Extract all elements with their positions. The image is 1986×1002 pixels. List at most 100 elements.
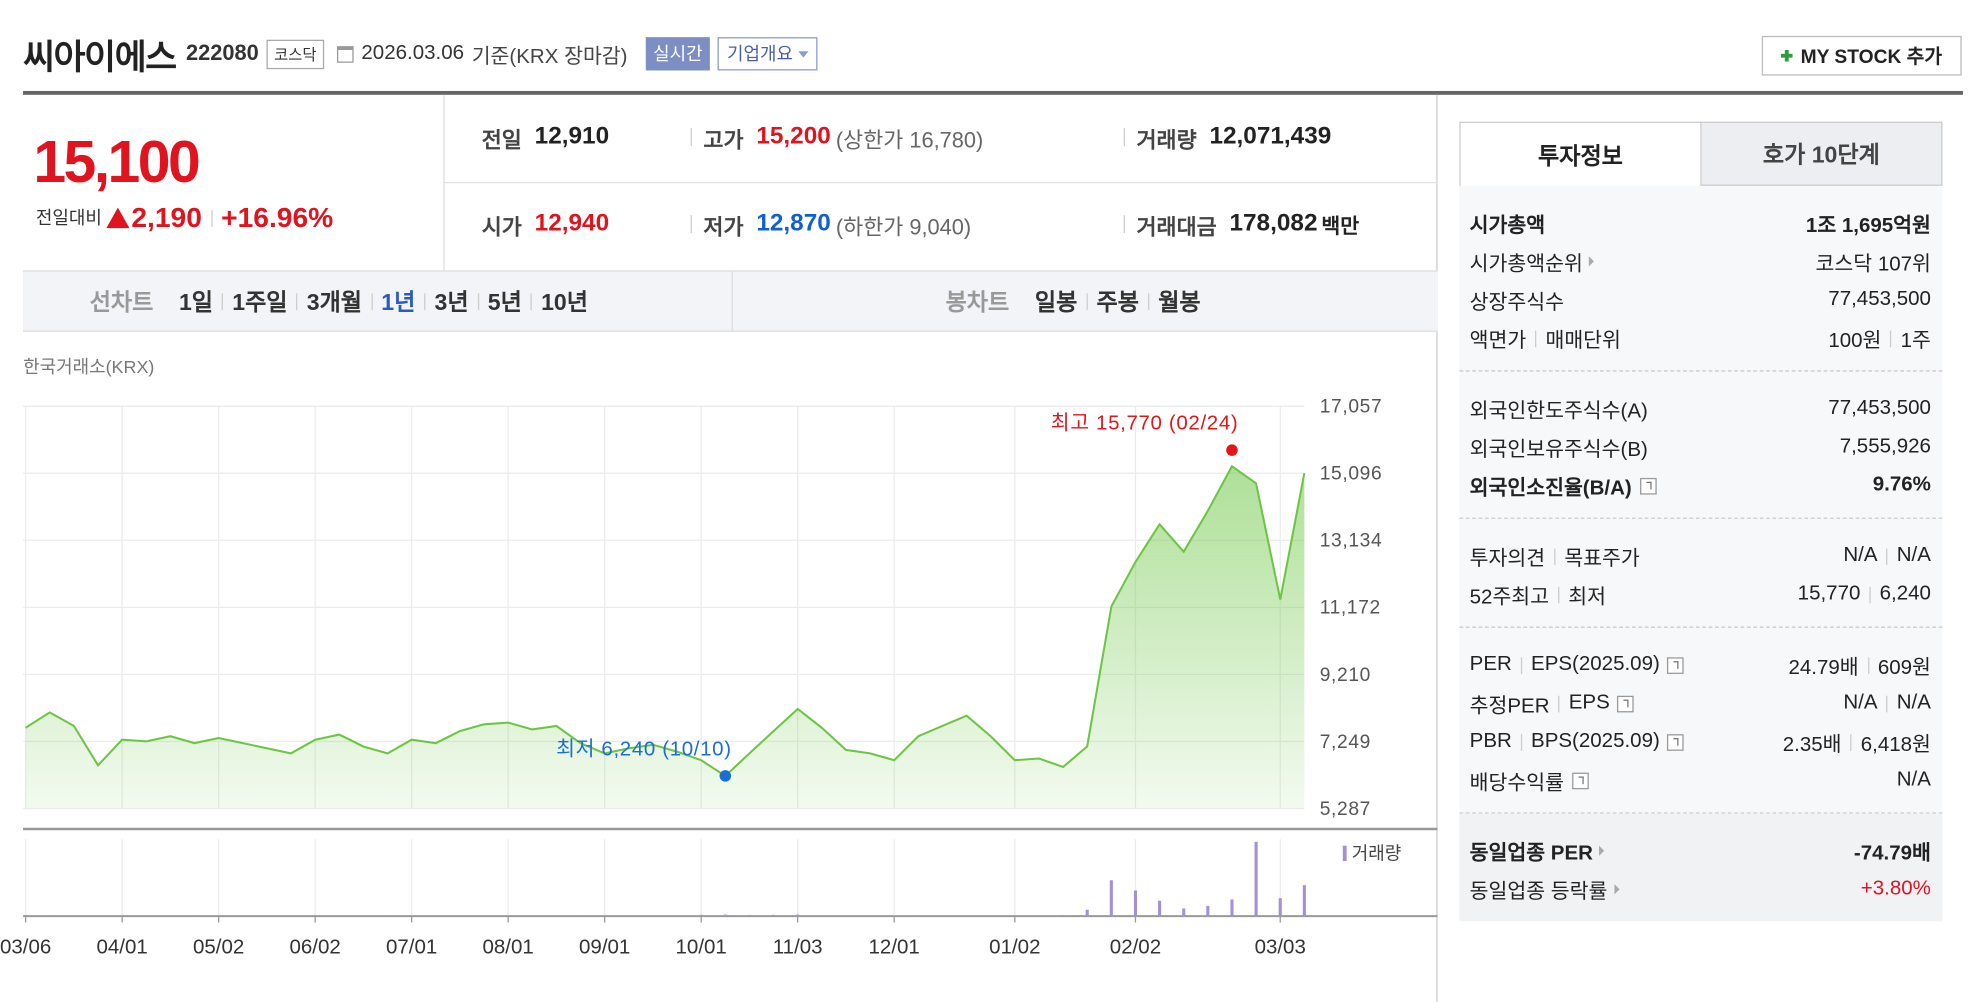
help-icon: [1571, 771, 1589, 789]
chart: 5,287 7,249 9,210 11,172 13,134 15,096 17,057 0…: [0, 397, 1438, 958]
tab[interactable]: 10년: [541, 289, 588, 316]
volume-bar: [313, 915, 317, 917]
row-values: 7,555,926: [1840, 436, 1931, 459]
volume-bar: [1037, 915, 1041, 917]
volume-bar: [1302, 885, 1306, 917]
summary-cell: 거래량 12,071,439: [1137, 119, 1332, 155]
panel-group: 투자의견 목표주가 N/A N/A 52주최고 최저 15,770 6,240: [1459, 519, 1943, 628]
summary-cell: 거래대금 178,082 백만: [1137, 206, 1360, 242]
row-values: 2.35배 6,418원: [1783, 726, 1931, 757]
tab[interactable]: 월봉: [1158, 289, 1201, 316]
market-badge: 코스닥: [266, 39, 325, 69]
cell-label: 시가: [481, 214, 522, 239]
y-tick-label: 17,057: [1320, 397, 1383, 418]
volume-bar: [675, 915, 679, 917]
change-pct: +16.96%: [221, 201, 334, 234]
row-label: 외국인소진율(B/A): [1469, 477, 1632, 500]
row-value: 1주: [1900, 330, 1931, 353]
panel-tab[interactable]: 투자정보: [1459, 121, 1702, 186]
help-icon: [1667, 733, 1685, 751]
tab-divider: [731, 271, 733, 331]
change-label: 전일대비: [35, 207, 102, 229]
row-value: +3.80%: [1860, 877, 1931, 900]
cell-unit: 백만: [1321, 216, 1360, 239]
row-labels: PBR BPS(2025.09): [1470, 730, 1685, 753]
x-tick-label: 11/03: [773, 935, 823, 958]
row-label: 매매단위: [1545, 330, 1621, 353]
tab[interactable]: 1년: [381, 289, 416, 316]
plus-v: [1785, 49, 1790, 62]
volume-bar: [385, 915, 390, 917]
x-tick-label: 09/01: [579, 935, 630, 958]
volume-bar: [192, 915, 197, 917]
help-mark: [1673, 737, 1680, 746]
help-mark: [1623, 698, 1629, 707]
volume-bar: [434, 915, 438, 917]
volume-bar: [723, 914, 727, 917]
x-tick-label: 12/01: [869, 935, 920, 958]
panel-row: 시가총액 1조 1,695억원: [1470, 204, 1931, 242]
panel-row: 동일업종 PER -74.79배: [1470, 832, 1931, 870]
panel-row: 52주최고 최저 15,770 6,240: [1470, 575, 1931, 613]
x-tick-label: 04/01: [96, 935, 147, 958]
x-tick-label: 06/02: [289, 935, 340, 958]
plus-icon: [1781, 49, 1793, 62]
panel-row: 배당수익률 N/A: [1470, 761, 1931, 799]
row-labels: 액면가 매매단위: [1470, 323, 1621, 354]
separator: [1867, 656, 1869, 674]
volume-bar: [144, 915, 148, 917]
legend-label: 거래량: [1352, 844, 1401, 864]
volume-bar: [168, 915, 172, 917]
volume-bar: [361, 915, 365, 917]
panel-tab[interactable]: 호가 10단계: [1701, 121, 1943, 186]
volume-bar: [820, 915, 824, 917]
row-labels: PER EPS(2025.09): [1470, 653, 1685, 676]
separator: [477, 292, 479, 310]
help-mark: [1578, 775, 1584, 784]
row-value: 9.76%: [1872, 474, 1931, 496]
row-labels: 상장주식수: [1470, 284, 1564, 315]
row-labels: 외국인한도주식수(A): [1470, 393, 1648, 424]
tab[interactable]: 5년: [487, 289, 522, 316]
y-tick-label: 9,210: [1320, 665, 1371, 686]
volume-bar: [1206, 905, 1210, 917]
volume-bar: [458, 915, 462, 917]
tab[interactable]: 주봉: [1096, 289, 1139, 316]
x-tick-label: 10/01: [676, 935, 727, 958]
row-label: 추정PER: [1469, 695, 1550, 718]
row-value: 7,555,926: [1839, 435, 1931, 458]
x-tick-label: 02/02: [1110, 935, 1161, 958]
row-label: 시가총액: [1469, 215, 1546, 238]
row-label: 배당수익률: [1469, 772, 1564, 795]
volume-bar: [1109, 880, 1113, 917]
tab[interactable]: 일봉: [1034, 289, 1078, 316]
tab[interactable]: 1주일: [232, 289, 288, 316]
summary-cell: 전일 12,910: [482, 119, 609, 155]
volume-bar: [1133, 890, 1138, 917]
x-tick-label: 03/03: [1255, 935, 1306, 958]
x-tick-label: 08/01: [483, 935, 534, 958]
arrow-icon: [1599, 845, 1605, 856]
tab[interactable]: 1일: [178, 289, 214, 316]
my-stock-button[interactable]: MY STOCK 추가: [1761, 35, 1962, 76]
annotation-dot: [1226, 444, 1238, 456]
cell-value: 12,940: [534, 210, 610, 238]
annotation-label: 최저 6,240 (10/10): [556, 737, 732, 760]
row-value: N/A: [1896, 691, 1931, 714]
row-label: 시가총액순위: [1469, 253, 1583, 276]
cell-label: 고가: [703, 127, 744, 152]
cell-sub: (상한가 16,780): [835, 127, 984, 152]
price-area: [25, 466, 1305, 809]
company-button[interactable]: 기업개요: [718, 37, 818, 71]
help-icon: [1639, 477, 1657, 494]
row-label: 외국인보유주식수(B): [1469, 439, 1648, 462]
row-value: 코스닥 107위: [1815, 253, 1931, 276]
tab[interactable]: 3개월: [306, 289, 363, 316]
volume-bar: [1158, 900, 1162, 917]
tab[interactable]: 3년: [434, 289, 469, 316]
volume-bar: [699, 914, 703, 917]
tab-group-label: 선차트: [89, 289, 154, 316]
change-row: 전일대비 2,190 +16.96%: [36, 200, 333, 236]
